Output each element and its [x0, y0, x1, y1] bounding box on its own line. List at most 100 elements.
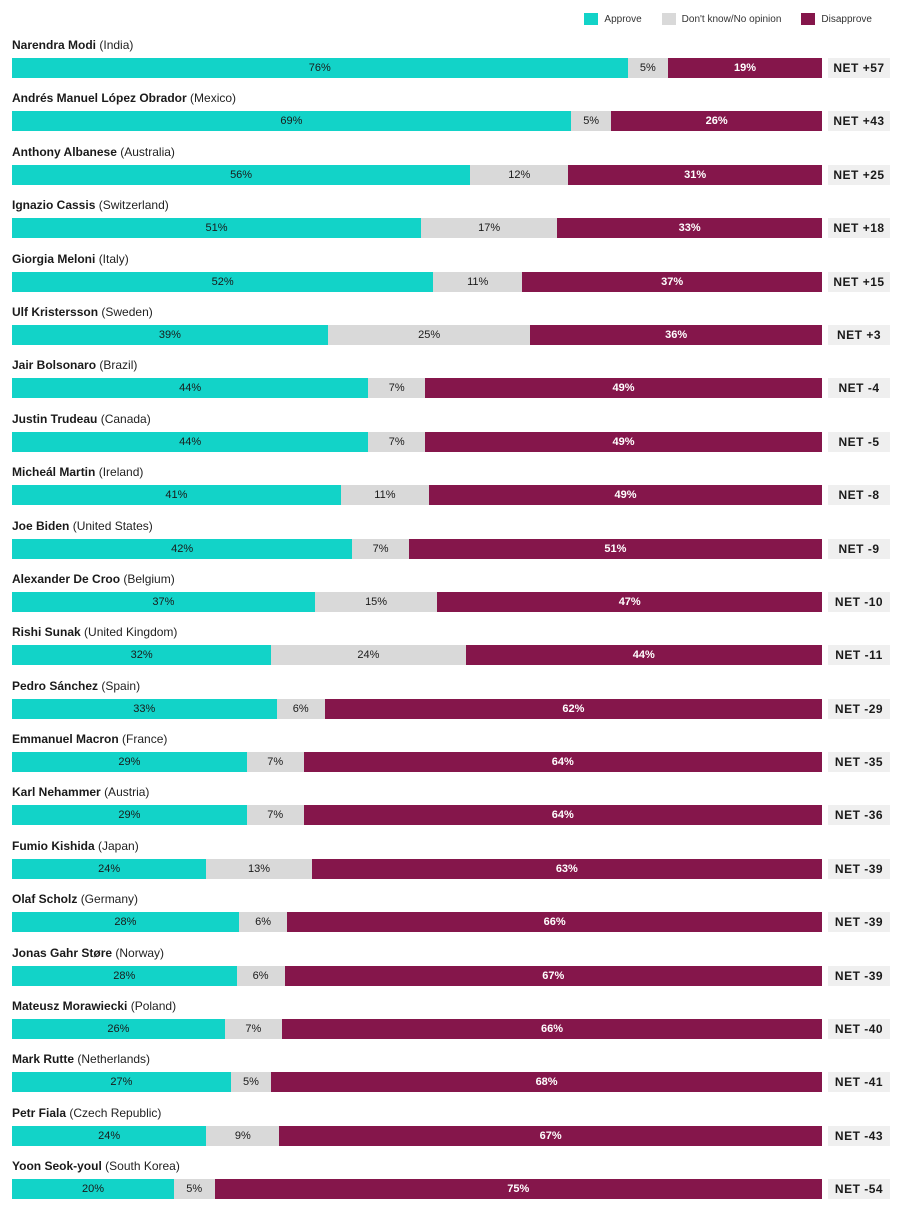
data-label: 25%: [418, 328, 441, 341]
leader-name: Giorgia Meloni: [12, 251, 96, 266]
data-label: 42%: [171, 542, 194, 555]
stacked-bar: 33% 6% 62%: [12, 698, 822, 719]
stacked-bar: 24% 13% 63%: [12, 858, 822, 879]
net-score-badge: NET -39: [828, 858, 890, 879]
dont-know-segment: 25%: [327, 324, 531, 345]
data-label: 5%: [186, 1183, 203, 1196]
legend-label-approve: Approve: [604, 13, 642, 25]
row-label: Micheál Martin (Ireland): [12, 465, 143, 479]
row-label: Jair Bolsonaro (Brazil): [12, 358, 137, 372]
approve-segment: 29%: [12, 805, 247, 826]
data-label: 7%: [267, 809, 284, 822]
country-name: (Switzerland): [98, 198, 169, 213]
row-label: Olaf Scholz (Germany): [12, 892, 138, 906]
data-label: 7%: [372, 542, 389, 555]
dont-know-segment: 7%: [368, 431, 426, 452]
data-label: 17%: [478, 222, 501, 235]
disapprove-segment: 63%: [311, 858, 822, 879]
leader-name: Olaf Scholz: [12, 892, 78, 907]
stacked-bar: 37% 15% 47%: [12, 591, 822, 612]
dont-know-segment: 5%: [174, 1179, 215, 1200]
legend-swatch-dont-know: [661, 13, 676, 25]
net-score-badge: NET -43: [828, 1125, 890, 1146]
leader-name: Jair Bolsonaro: [12, 358, 97, 373]
stacked-bar: 39% 25% 36%: [12, 324, 822, 345]
disapprove-segment: 75%: [214, 1179, 822, 1200]
data-label: 44%: [179, 382, 202, 395]
stacked-bar: 41% 11% 49%: [12, 485, 822, 506]
row-label: Karl Nehammer (Austria): [12, 785, 149, 799]
disapprove-segment: 66%: [281, 1019, 822, 1040]
data-label: 6%: [292, 702, 309, 715]
leader-name: Petr Fiala: [12, 1105, 67, 1120]
data-label: 32%: [130, 649, 153, 662]
data-label: 49%: [614, 489, 637, 502]
leader-name: Karl Nehammer: [12, 785, 101, 800]
dont-know-segment: 11%: [433, 271, 523, 292]
disapprove-segment: 68%: [271, 1072, 822, 1093]
dont-know-segment: 5%: [627, 58, 669, 78]
net-score-badge: NET -35: [828, 752, 890, 773]
country-name: (Austria): [104, 785, 150, 800]
dont-know-segment: 12%: [470, 164, 569, 185]
stacked-bar: 76% 5% 19%: [12, 58, 822, 78]
data-label: 44%: [179, 435, 202, 448]
leader-name: Ignazio Cassis: [12, 198, 96, 213]
approve-segment: 27%: [12, 1072, 231, 1093]
data-label: 49%: [612, 382, 635, 395]
chart-row: Petr Fiala (Czech Republic) 24% 9% 67% NET -…: [12, 1104, 892, 1157]
net-score-badge: NET -5: [828, 431, 890, 452]
chart-row: Joe Biden (United States) 42% 7% 51% NET -9: [12, 517, 892, 570]
data-label: 11%: [374, 489, 396, 502]
data-label: 29%: [118, 809, 141, 822]
stacked-bar: 51% 17% 33%: [12, 218, 822, 239]
dont-know-segment: 7%: [224, 1019, 282, 1040]
legend-label-disapprove: Disapprove: [821, 13, 872, 25]
disapprove-segment: 37%: [522, 271, 822, 292]
country-name: (Belgium): [123, 571, 175, 586]
row-label: Justin Trudeau (Canada): [12, 412, 151, 426]
leader-name: Jonas Gahr Støre: [12, 945, 113, 960]
approve-segment: 39%: [12, 324, 328, 345]
data-label: 64%: [551, 756, 574, 769]
data-label: 20%: [81, 1183, 105, 1196]
disapprove-segment: 36%: [530, 324, 822, 345]
stacked-bar: 28% 6% 67%: [12, 965, 822, 986]
stacked-bar: 44% 7% 49%: [12, 431, 822, 452]
country-name: (Italy): [98, 251, 129, 266]
data-label: 64%: [551, 809, 574, 822]
data-label: 52%: [211, 275, 234, 288]
approve-segment: 51%: [12, 218, 421, 239]
legend-label-dont-know: Don't know/No opinion: [681, 13, 782, 25]
chart-row: Jonas Gahr Støre (Norway) 28% 6% 67% NET -39: [12, 944, 892, 997]
row-label: Pedro Sánchez (Spain): [12, 679, 140, 693]
legend-swatch-disapprove: [801, 13, 816, 25]
chart-row: Jair Bolsonaro (Brazil) 44% 7% 49% NET -4: [12, 356, 892, 409]
leader-name: Mateusz Morawiecki: [12, 999, 128, 1014]
disapprove-segment: 67%: [279, 1125, 822, 1146]
stacked-bar: 27% 5% 68%: [12, 1072, 822, 1093]
leader-name: Rishi Sunak: [12, 625, 81, 640]
data-label: 6%: [255, 916, 272, 929]
approve-segment: 24%: [12, 1125, 207, 1146]
chart-row: Micheál Martin (Ireland) 41% 11% 49% NET -8: [12, 463, 892, 516]
data-label: 31%: [684, 168, 707, 181]
chart-row: Ulf Kristersson (Sweden) 39% 25% 36% NET +3: [12, 303, 892, 356]
row-label: Anthony Albanese (Australia): [12, 145, 175, 159]
leader-name: Andrés Manuel López Obrador: [12, 91, 187, 106]
net-score-badge: NET -11: [828, 645, 890, 666]
data-label: 49%: [612, 435, 635, 448]
data-label: 76%: [308, 62, 331, 74]
chart-row: Alexander De Croo (Belgium) 37% 15% 47% NET …: [12, 570, 892, 623]
net-score-badge: NET +25: [828, 164, 890, 185]
disapprove-segment: 49%: [425, 378, 822, 399]
approve-segment: 29%: [12, 752, 247, 773]
chart-row: Giorgia Meloni (Italy) 52% 11% 37% NET +15: [12, 250, 892, 303]
dont-know-segment: 9%: [206, 1125, 280, 1146]
chart-row: Ignazio Cassis (Switzerland) 51% 17% 33% NET…: [12, 196, 892, 249]
approve-segment: 24%: [12, 858, 207, 879]
net-score-badge: NET -41: [828, 1072, 890, 1093]
leader-name: Pedro Sánchez: [12, 678, 99, 693]
country-name: (Sweden): [101, 304, 153, 319]
leader-name: Ulf Kristersson: [12, 304, 99, 319]
